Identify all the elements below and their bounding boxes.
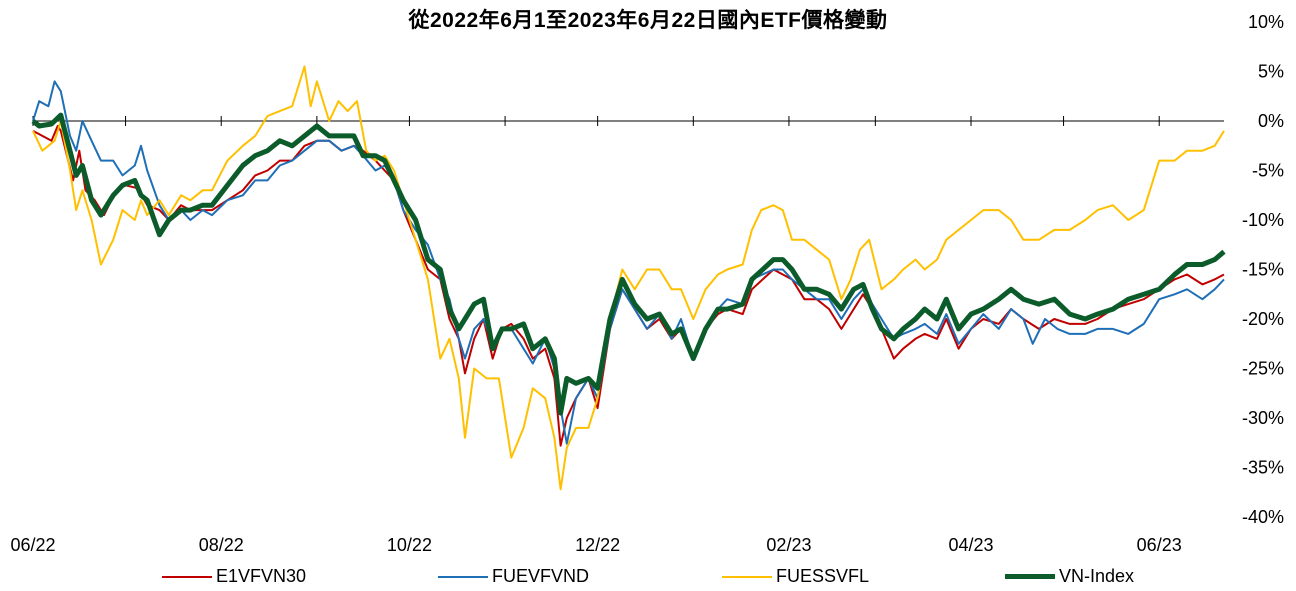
y-tick-label: -40%: [1242, 507, 1284, 527]
y-axis-tick-labels: 10% 5% 0% -5% -10% -15% -20% -25% -30% -35% -40%: [1242, 12, 1284, 527]
x-tick-label: 10/22: [387, 535, 432, 555]
legend-label: FUESSVFL: [776, 566, 870, 586]
x-axis-ticks: [32, 116, 1160, 126]
legend-swatch: [162, 575, 212, 578]
legend: E1VFVN30 FUEVFVND FUESSVFL VN-Index: [0, 566, 1296, 590]
y-tick-label: -5%: [1252, 161, 1284, 181]
legend-item-e1vfvn30: E1VFVN30: [162, 566, 306, 587]
x-tick-label: 06/23: [1137, 535, 1182, 555]
legend-swatch: [1005, 574, 1055, 579]
legend-item-fuevfvnd: FUEVFVND: [438, 566, 589, 587]
y-tick-label: -35%: [1242, 458, 1284, 478]
legend-label: E1VFVN30: [216, 566, 307, 586]
x-tick-label: 02/23: [766, 535, 811, 555]
legend-label: FUEVFVND: [492, 566, 590, 586]
x-tick-label: 04/23: [948, 535, 993, 555]
y-tick-label: -15%: [1242, 260, 1284, 280]
legend-label: VN-Index: [1059, 566, 1135, 586]
legend-item-vn-index: VN-Index: [1005, 566, 1134, 587]
series-line-fuessvfl: [32, 65, 1225, 491]
x-axis-tick-labels: 06/22 08/22 10/22 12/22 02/23 04/23 06/23: [10, 535, 1181, 555]
series-line-e1vfvn30: [32, 125, 1225, 447]
y-tick-label: -30%: [1242, 408, 1284, 428]
series-line-fuevfvnd: [32, 80, 1225, 445]
x-tick-label: 12/22: [575, 535, 620, 555]
y-tick-label: -10%: [1242, 210, 1284, 230]
y-tick-label: -25%: [1242, 359, 1284, 379]
x-tick-label: 06/22: [10, 535, 55, 555]
legend-item-fuessvfl: FUESSVFL: [722, 566, 869, 587]
y-tick-label: -20%: [1242, 309, 1284, 329]
y-tick-label: 10%: [1248, 12, 1284, 32]
legend-swatch: [722, 575, 772, 578]
y-tick-label: 0%: [1258, 111, 1284, 131]
series-lines: [31, 65, 1226, 491]
y-tick-label: 5%: [1258, 62, 1284, 82]
x-tick-label: 08/22: [199, 535, 244, 555]
legend-swatch: [438, 575, 488, 578]
chart-title: 從2022年6月1至2023年6月22日國內ETF價格變動: [408, 9, 888, 32]
series-line-vn-index: [31, 112, 1226, 416]
